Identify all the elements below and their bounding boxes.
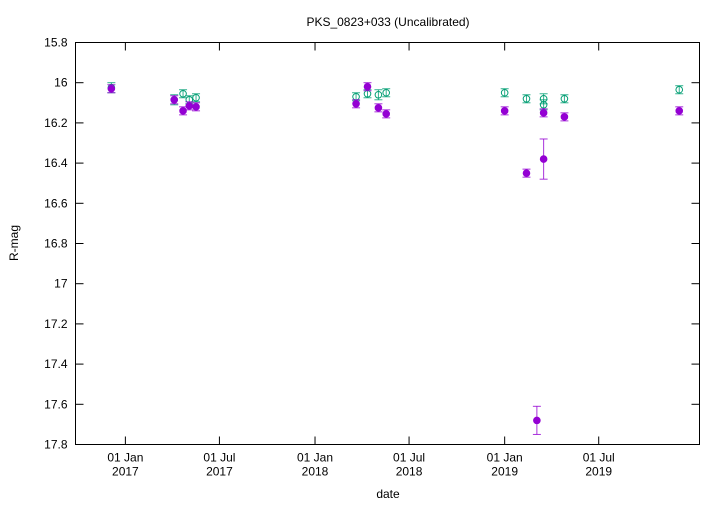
x-axis-label: date	[376, 487, 400, 501]
filled-circle-marker	[382, 110, 391, 118]
x-tick-label: 01 Jul	[203, 451, 235, 465]
y-tick-label: 17.2	[44, 317, 68, 331]
y-tick-label: 16.6	[44, 196, 68, 210]
filled-circle-marker	[352, 100, 360, 108]
data-point	[560, 112, 569, 122]
filled-circle-marker	[374, 104, 383, 112]
x-tick-label: 01 Jan	[297, 451, 333, 465]
x-tick-year-label: 2017	[206, 465, 233, 479]
data-point	[170, 95, 179, 105]
data-point	[539, 99, 548, 111]
data-point	[539, 108, 548, 118]
x-tick-year-label: 2019	[585, 465, 612, 479]
data-point	[363, 82, 372, 92]
filled-circle-marker	[185, 102, 194, 110]
data-point	[382, 109, 391, 119]
open-circle-marker	[500, 88, 509, 97]
open-circle-marker	[179, 89, 187, 98]
y-tick-label: 17.8	[44, 438, 68, 452]
y-axis-label: R-mag	[7, 225, 21, 261]
data-point	[539, 138, 548, 180]
y-tick-label: 16.8	[44, 237, 68, 251]
data-point	[374, 103, 383, 113]
filled-circle-marker	[170, 95, 179, 104]
open-circle-marker	[675, 85, 684, 94]
filled-circle-marker	[192, 103, 200, 111]
data-point	[675, 85, 684, 95]
y-tick-label: 17.6	[44, 397, 68, 411]
data-point	[179, 89, 188, 99]
x-tick-year-label: 2018	[302, 465, 329, 479]
open-circle-marker	[382, 88, 391, 97]
x-tick-year-label: 2017	[112, 465, 139, 479]
data-point	[382, 88, 391, 98]
x-tick-year-label: 2019	[491, 465, 518, 479]
data-point	[107, 84, 116, 94]
x-tick-label: 01 Jul	[393, 451, 425, 465]
data-point	[179, 106, 188, 116]
filled-circle-marker	[539, 155, 548, 163]
open-circle-marker	[560, 94, 569, 103]
open-circle-marker	[192, 93, 200, 102]
data-point	[522, 168, 531, 178]
y-tick-label: 17	[54, 277, 68, 291]
data-point	[500, 106, 509, 116]
open-circle-marker	[374, 90, 383, 99]
y-tick-label: 15.8	[44, 36, 68, 50]
data-point	[500, 88, 509, 98]
open-circle-marker	[539, 101, 548, 109]
data-point	[532, 405, 541, 435]
data-point	[192, 102, 201, 112]
open-circle-marker	[522, 94, 531, 103]
y-tick-label: 16.4	[44, 156, 68, 170]
data-point	[352, 99, 361, 109]
y-tick-label: 17.4	[44, 357, 68, 371]
x-tick-label: 01 Jan	[107, 451, 143, 465]
x-tick-label: 01 Jul	[583, 451, 615, 465]
chart-title: PKS_0823+033 (Uncalibrated)	[306, 15, 469, 29]
data-point	[560, 94, 569, 104]
filled-circle-marker	[500, 107, 509, 115]
data-point	[675, 106, 684, 116]
filled-circle-marker	[560, 113, 569, 121]
data-point	[374, 89, 383, 101]
filled-circle-marker	[179, 107, 187, 115]
x-tick-label: 01 Jan	[487, 451, 523, 465]
filled-circle-marker	[533, 416, 541, 425]
y-tick-label: 16.2	[44, 116, 68, 130]
filled-circle-marker	[363, 82, 372, 91]
plot-frame	[75, 42, 700, 445]
filled-circle-marker	[675, 107, 684, 115]
data-point	[192, 93, 201, 103]
filled-circle-marker	[539, 109, 548, 117]
x-tick-year-label: 2018	[396, 465, 423, 479]
filled-circle-marker	[522, 169, 531, 177]
data-point	[522, 94, 531, 104]
filled-circle-marker	[107, 84, 116, 93]
y-tick-label: 16	[54, 76, 68, 90]
